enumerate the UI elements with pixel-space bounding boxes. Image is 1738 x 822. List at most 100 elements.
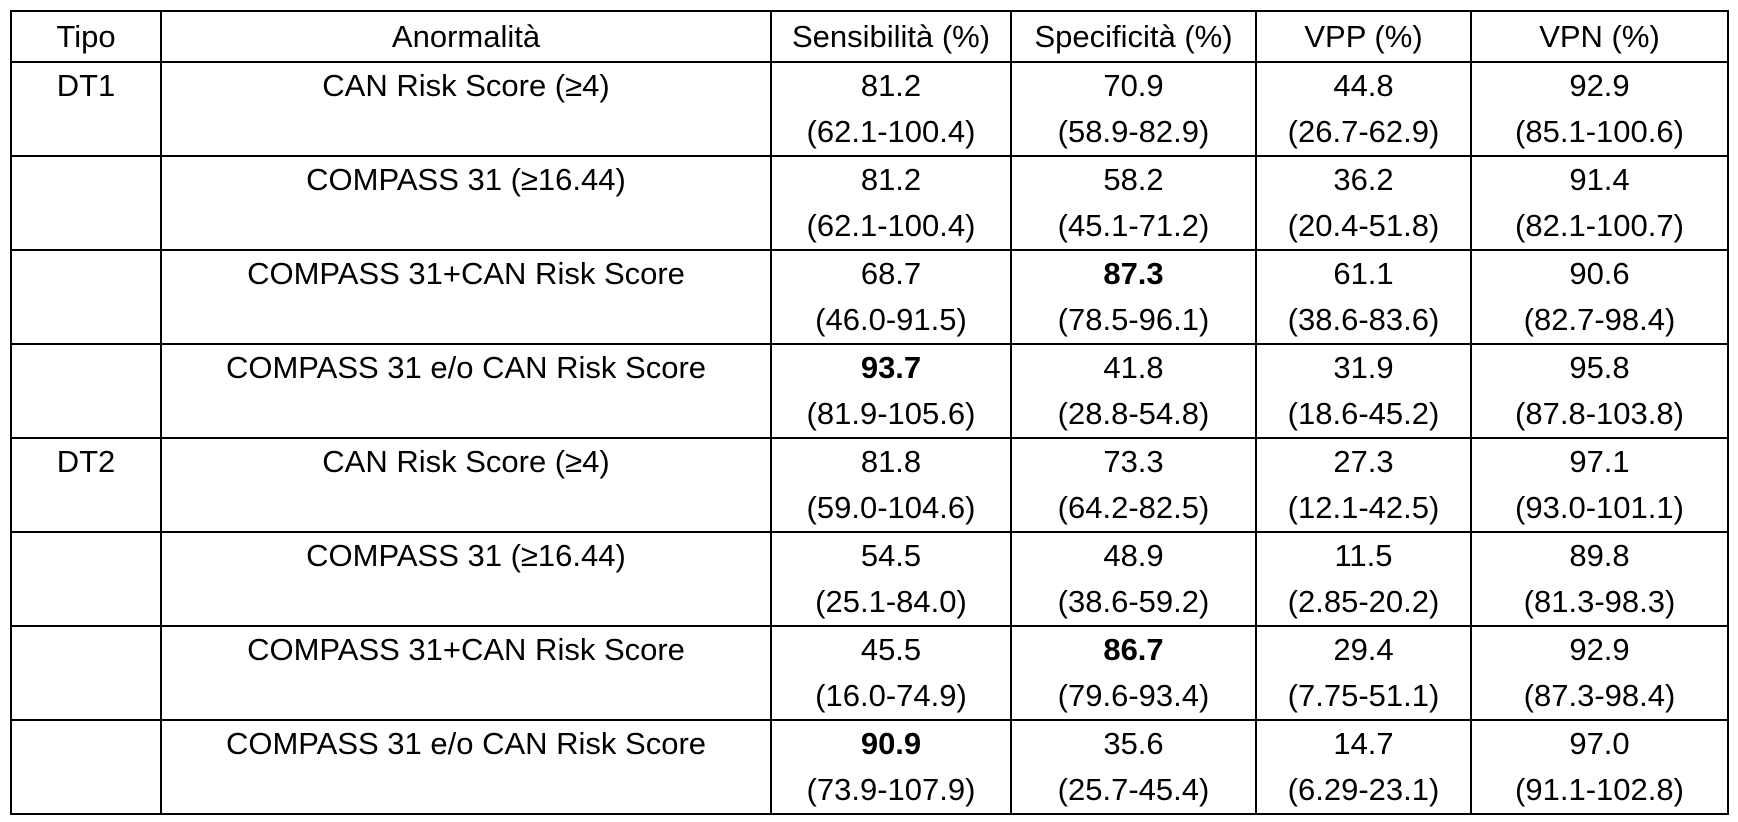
vpp-value: 14.7 [1333, 726, 1394, 761]
cell-vpp: 11.5 (2.85-20.2) [1255, 531, 1472, 627]
cell-specificita: 48.9 (38.6-59.2) [1010, 531, 1257, 627]
cell-vpn: 92.9 (87.3-98.4) [1470, 625, 1729, 721]
cell-specificita: 70.9 (58.9-82.9) [1010, 61, 1257, 157]
cell-vpn: 97.1 (93.0-101.1) [1470, 437, 1729, 533]
vpp-confidence-interval: (6.29-23.1) [1287, 772, 1440, 807]
header-row: Tipo Anormalità Sensibilità (%) Specific… [10, 10, 1729, 63]
specificita-value: 86.7 [1103, 632, 1164, 667]
vpn-value: 92.9 [1569, 632, 1630, 667]
vpp-value: 44.8 [1333, 68, 1394, 103]
vpn-confidence-interval: (82.1-100.7) [1515, 208, 1684, 243]
vpn-confidence-interval: (81.3-98.3) [1523, 584, 1676, 619]
cell-sensibilita: 93.7 (81.9-105.6) [770, 343, 1012, 439]
cell-vpp: 27.3 (12.1-42.5) [1255, 437, 1472, 533]
sensibilita-confidence-interval: (62.1-100.4) [806, 114, 976, 149]
cell-tipo [10, 155, 162, 251]
cell-specificita: 58.2 (45.1-71.2) [1010, 155, 1257, 251]
sensibilita-confidence-interval: (25.1-84.0) [815, 584, 967, 619]
table-row: DT1 CAN Risk Score (≥4) 81.2 (62.1-100.4) 70… [10, 61, 1729, 157]
sensibilita-confidence-interval: (81.9-105.6) [806, 396, 976, 431]
vpn-value: 97.0 [1569, 726, 1630, 761]
sensibilita-confidence-interval: (73.9-107.9) [806, 772, 976, 807]
vpp-confidence-interval: (18.6-45.2) [1287, 396, 1440, 431]
vpn-confidence-interval: (91.1-102.8) [1515, 772, 1684, 807]
header-vpp: VPP (%) [1255, 10, 1472, 63]
table-row: COMPASS 31 (≥16.44) 81.2 (62.1-100.4) 58.2 (… [10, 155, 1729, 251]
vpn-value: 92.9 [1569, 68, 1630, 103]
table-body: DT1 CAN Risk Score (≥4) 81.2 (62.1-100.4) 70… [10, 61, 1729, 815]
header-vpn: VPN (%) [1470, 10, 1729, 63]
cell-sensibilita: 81.2 (62.1-100.4) [770, 61, 1012, 157]
table-row: DT2 CAN Risk Score (≥4) 81.8 (59.0-104.6) 73… [10, 437, 1729, 533]
cell-vpn: 97.0 (91.1-102.8) [1470, 719, 1729, 815]
table-row: COMPASS 31+CAN Risk Score 68.7 (46.0-91.5)… [10, 249, 1729, 345]
specificita-confidence-interval: (64.2-82.5) [1057, 490, 1210, 525]
specificita-value: 87.3 [1103, 256, 1164, 291]
cell-anormalita: COMPASS 31+CAN Risk Score [160, 625, 772, 721]
vpn-value: 91.4 [1569, 162, 1630, 197]
vpn-value: 90.6 [1569, 256, 1630, 291]
vpn-value: 89.8 [1569, 538, 1630, 573]
sensibilita-confidence-interval: (46.0-91.5) [815, 302, 967, 337]
cell-specificita: 41.8 (28.8-54.8) [1010, 343, 1257, 439]
sensibilita-value: 81.2 [860, 68, 922, 103]
cell-tipo [10, 343, 162, 439]
cell-sensibilita: 68.7 (46.0-91.5) [770, 249, 1012, 345]
cell-specificita: 35.6 (25.7-45.4) [1010, 719, 1257, 815]
header-specificita: Specificità (%) [1010, 10, 1257, 63]
cell-vpp: 29.4 (7.75-51.1) [1255, 625, 1472, 721]
cell-sensibilita: 54.5 (25.1-84.0) [770, 531, 1012, 627]
sensibilita-confidence-interval: (62.1-100.4) [806, 208, 976, 243]
header-tipo: Tipo [10, 10, 162, 63]
specificita-value: 70.9 [1103, 68, 1164, 103]
sensibilita-value: 93.7 [860, 350, 922, 385]
vpp-value: 61.1 [1333, 256, 1394, 291]
vpn-confidence-interval: (93.0-101.1) [1515, 490, 1684, 525]
results-table: Tipo Anormalità Sensibilità (%) Specific… [10, 10, 1729, 815]
table-row: COMPASS 31 (≥16.44) 54.5 (25.1-84.0) 48.9 (3… [10, 531, 1729, 627]
cell-anormalita: COMPASS 31 (≥16.44) [160, 531, 772, 627]
vpn-confidence-interval: (87.8-103.8) [1515, 396, 1684, 431]
specificita-confidence-interval: (38.6-59.2) [1057, 584, 1210, 619]
cell-vpp: 61.1 (38.6-83.6) [1255, 249, 1472, 345]
table-row: COMPASS 31 e/o CAN Risk Score 90.9 (73.9-1… [10, 719, 1729, 815]
cell-vpn: 95.8 (87.8-103.8) [1470, 343, 1729, 439]
table-row: COMPASS 31 e/o CAN Risk Score 93.7 (81.9-1… [10, 343, 1729, 439]
cell-anormalita: CAN Risk Score (≥4) [160, 437, 772, 533]
sensibilita-value: 54.5 [860, 538, 922, 573]
table-header: Tipo Anormalità Sensibilità (%) Specific… [10, 10, 1729, 63]
specificita-confidence-interval: (25.7-45.4) [1057, 772, 1210, 807]
vpn-confidence-interval: (82.7-98.4) [1523, 302, 1676, 337]
cell-anormalita: COMPASS 31 e/o CAN Risk Score [160, 719, 772, 815]
cell-vpp: 31.9 (18.6-45.2) [1255, 343, 1472, 439]
vpp-confidence-interval: (7.75-51.1) [1287, 678, 1440, 713]
cell-vpn: 89.8 (81.3-98.3) [1470, 531, 1729, 627]
cell-anormalita: COMPASS 31 e/o CAN Risk Score [160, 343, 772, 439]
vpn-confidence-interval: (85.1-100.6) [1515, 114, 1684, 149]
sensibilita-value: 81.8 [860, 444, 922, 479]
cell-vpp: 14.7 (6.29-23.1) [1255, 719, 1472, 815]
specificita-value: 41.8 [1103, 350, 1164, 385]
cell-vpn: 90.6 (82.7-98.4) [1470, 249, 1729, 345]
vpp-confidence-interval: (12.1-42.5) [1287, 490, 1440, 525]
vpp-value: 11.5 [1334, 538, 1393, 573]
vpp-value: 29.4 [1333, 632, 1394, 667]
vpp-value: 31.9 [1333, 350, 1394, 385]
cell-specificita: 87.3 (78.5-96.1) [1010, 249, 1257, 345]
cell-tipo [10, 625, 162, 721]
vpp-value: 27.3 [1333, 444, 1394, 479]
specificita-confidence-interval: (78.5-96.1) [1057, 302, 1210, 337]
specificita-value: 58.2 [1103, 162, 1164, 197]
vpp-confidence-interval: (2.85-20.2) [1287, 584, 1440, 619]
cell-tipo: DT1 [10, 61, 162, 157]
cell-vpn: 92.9 (85.1-100.6) [1470, 61, 1729, 157]
vpn-value: 95.8 [1569, 350, 1630, 385]
cell-tipo [10, 531, 162, 627]
cell-sensibilita: 81.8 (59.0-104.6) [770, 437, 1012, 533]
sensibilita-value: 81.2 [860, 162, 922, 197]
vpn-value: 97.1 [1569, 444, 1630, 479]
specificita-confidence-interval: (28.8-54.8) [1057, 396, 1210, 431]
specificita-confidence-interval: (58.9-82.9) [1057, 114, 1210, 149]
cell-vpp: 44.8 (26.7-62.9) [1255, 61, 1472, 157]
specificita-confidence-interval: (45.1-71.2) [1057, 208, 1210, 243]
